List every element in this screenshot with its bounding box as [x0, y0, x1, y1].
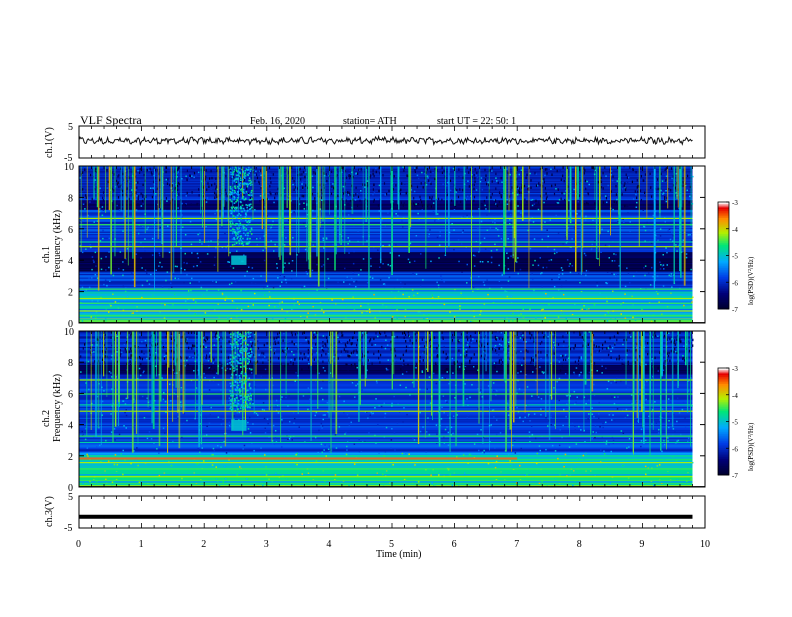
ch2-colorbar-tick-m5: -5: [732, 419, 738, 427]
time-tick-3: 3: [264, 539, 269, 550]
ch2-spectrogram-ytick-2: 2: [68, 452, 73, 463]
station-label: station= ATH: [343, 116, 397, 127]
time-tick-6: 6: [452, 539, 457, 550]
ch1-spectrogram-ylabel-1: ch.1: [41, 246, 52, 263]
ch2-colorbar: -3 -4 -5 -6 -7 log(PSD)(V²/Hz): [718, 365, 755, 480]
time-tick-7: 7: [514, 539, 519, 550]
figure-title: VLF Spectra: [80, 113, 142, 127]
ch3-ytick-bottom: -5: [64, 523, 72, 534]
ch1-spectrogram-image: [79, 166, 705, 324]
ch1-spectrogram-ytick-8: 8: [68, 193, 73, 204]
time-tick-8: 8: [577, 539, 582, 550]
start-time-label: start UT = 22: 50: 1: [437, 116, 516, 127]
ch1-spectrogram-ylabel-2: Frequency (kHz): [52, 210, 63, 278]
time-tick-9: 9: [639, 539, 644, 550]
ch3-waveform-panel: 5 -5 ch.3(V): [44, 492, 705, 534]
ch2-spectrogram-ytick-10: 10: [64, 327, 74, 338]
time-tick-10: 10: [700, 539, 710, 550]
time-axis-label: Time (min): [376, 549, 421, 560]
ch2-colorbar-tick-m3: -3: [732, 365, 738, 373]
ch3-waveform-ylabel: ch.3(V): [44, 496, 55, 527]
date-label: Feb. 16, 2020: [250, 116, 305, 127]
ch3-ytick-top: 5: [68, 492, 73, 503]
ch1-waveform-trace: [79, 137, 693, 145]
ch1-colorbar-tick-m6: -6: [732, 279, 738, 287]
header: VLF Spectra Feb. 16, 2020 station= ATH s…: [80, 113, 516, 127]
time-tick-4: 4: [326, 539, 331, 550]
ch2-colorbar-tick-m4: -4: [732, 392, 738, 400]
ch1-spectrogram-ytick-4: 4: [68, 256, 73, 267]
time-tick-2: 2: [201, 539, 206, 550]
ch1-colorbar-tick-m5: -5: [732, 253, 738, 261]
ch1-spectrogram-ytick-10: 10: [64, 162, 74, 173]
time-tick-1: 1: [139, 539, 144, 550]
ch1-spectrogram-ytick-2: 2: [68, 288, 73, 299]
ch2-colorbar-tick-m6: -6: [732, 445, 738, 453]
ch1-colorbar: -3 -4 -5 -6 -7 log(PSD)(V²/Hz): [718, 199, 755, 314]
ch2-spectrogram-ylabel-2: Frequency (kHz): [52, 374, 63, 442]
ch1-colorbar-tick-m7: -7: [732, 306, 738, 314]
ch1-waveform-panel: 5 -5 ch.1(V): [44, 122, 705, 164]
ch2-spectrogram-ytick-4: 4: [68, 421, 73, 432]
ch1-colorbar-label: log(PSD)(V²/Hz): [747, 256, 755, 305]
ch1-colorbar-tick-m4: -4: [732, 226, 738, 234]
ch2-spectrogram-ytick-8: 8: [68, 358, 73, 369]
ch2-spectrogram-ylabel-1: ch.2: [41, 410, 52, 427]
ch1-ytick-top: 5: [68, 122, 73, 133]
ch1-colorbar-tick-m3: -3: [732, 199, 738, 207]
ch1-spectrogram-ytick-6: 6: [68, 225, 73, 236]
ch2-spectrogram-ytick-6: 6: [68, 389, 73, 400]
ch1-waveform-ylabel: ch.1(V): [44, 127, 55, 158]
ch2-colorbar-tick-m7: -7: [732, 472, 738, 480]
ch2-spectrogram-image: [79, 331, 705, 488]
time-tick-0: 0: [76, 539, 81, 550]
ch2-colorbar-label: log(PSD)(V²/Hz): [747, 422, 755, 471]
